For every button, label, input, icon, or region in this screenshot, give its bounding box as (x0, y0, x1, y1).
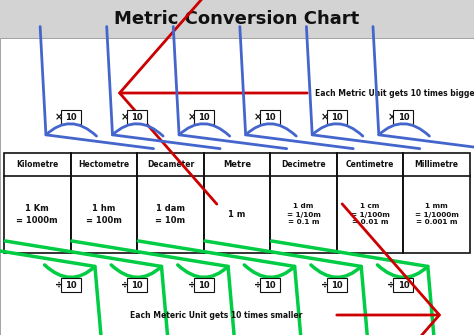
Text: 10: 10 (131, 280, 143, 289)
FancyBboxPatch shape (0, 38, 474, 335)
FancyBboxPatch shape (127, 110, 147, 124)
Text: Metric Conversion Chart: Metric Conversion Chart (114, 10, 360, 28)
FancyBboxPatch shape (260, 110, 280, 124)
Text: 10: 10 (65, 113, 76, 122)
Text: ×: × (121, 112, 129, 122)
Text: 1 dam
= 10m: 1 dam = 10m (155, 204, 185, 225)
FancyBboxPatch shape (4, 153, 71, 253)
Text: ×: × (188, 112, 196, 122)
Text: ×: × (387, 112, 395, 122)
Text: ÷: ÷ (387, 280, 395, 290)
Text: Millimetre: Millimetre (415, 160, 459, 169)
Text: ÷: ÷ (121, 280, 129, 290)
FancyBboxPatch shape (327, 278, 347, 292)
Text: 10: 10 (264, 280, 276, 289)
Text: 1 dm
= 1/10m
= 0.1 m: 1 dm = 1/10m = 0.1 m (287, 203, 320, 225)
Text: Each Metric Unit gets 10 times bigger: Each Metric Unit gets 10 times bigger (315, 88, 474, 97)
Text: Kilometre: Kilometre (16, 160, 58, 169)
Text: 10: 10 (331, 113, 343, 122)
Text: 10: 10 (398, 280, 409, 289)
FancyBboxPatch shape (337, 153, 403, 253)
Text: ×: × (321, 112, 329, 122)
FancyBboxPatch shape (393, 110, 413, 124)
Text: 10: 10 (198, 113, 210, 122)
Text: 1 mm
= 1/1000m
= 0.001 m: 1 mm = 1/1000m = 0.001 m (415, 203, 459, 225)
Text: Centimetre: Centimetre (346, 160, 394, 169)
Text: ÷: ÷ (254, 280, 262, 290)
FancyBboxPatch shape (127, 278, 147, 292)
Text: 1 Km
= 1000m: 1 Km = 1000m (17, 204, 58, 225)
FancyBboxPatch shape (0, 0, 474, 38)
FancyBboxPatch shape (204, 153, 270, 253)
FancyBboxPatch shape (260, 278, 280, 292)
Text: 10: 10 (264, 113, 276, 122)
FancyBboxPatch shape (403, 153, 470, 253)
FancyBboxPatch shape (61, 278, 81, 292)
FancyBboxPatch shape (137, 153, 204, 253)
Text: Metre: Metre (223, 160, 251, 169)
FancyBboxPatch shape (194, 278, 214, 292)
Text: Decimetre: Decimetre (281, 160, 326, 169)
FancyBboxPatch shape (61, 110, 81, 124)
Text: 10: 10 (65, 280, 76, 289)
Text: Hectometre: Hectometre (78, 160, 129, 169)
FancyBboxPatch shape (393, 278, 413, 292)
Text: Each Meteric Unit gets 10 times smaller: Each Meteric Unit gets 10 times smaller (130, 311, 302, 320)
FancyBboxPatch shape (71, 153, 137, 253)
Text: 10: 10 (331, 280, 343, 289)
Text: ÷: ÷ (321, 280, 329, 290)
Text: 1 hm
= 100m: 1 hm = 100m (86, 204, 122, 225)
FancyBboxPatch shape (270, 153, 337, 253)
Text: Decameter: Decameter (147, 160, 194, 169)
FancyBboxPatch shape (327, 110, 347, 124)
FancyBboxPatch shape (194, 110, 214, 124)
Text: ÷: ÷ (188, 280, 196, 290)
Text: ÷: ÷ (55, 280, 63, 290)
Text: 10: 10 (198, 280, 210, 289)
Text: ×: × (254, 112, 262, 122)
Text: 10: 10 (131, 113, 143, 122)
Text: 1 m: 1 m (228, 210, 246, 219)
Text: 1 cm
= 1/100m
= 0.01 m: 1 cm = 1/100m = 0.01 m (351, 203, 390, 225)
Text: 10: 10 (398, 113, 409, 122)
Text: ×: × (55, 112, 63, 122)
